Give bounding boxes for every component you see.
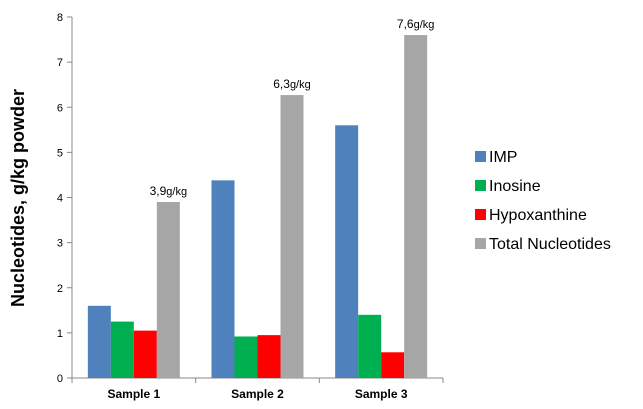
bar-inosine <box>234 336 258 378</box>
y-tick-label: 6 <box>57 102 63 114</box>
legend-swatch <box>475 180 486 191</box>
data-label-unit: g/kg <box>166 186 187 198</box>
y-tick-label: 0 <box>57 373 63 385</box>
bars <box>87 35 428 379</box>
data-label-value: 3,9 <box>150 184 167 198</box>
bar-total-nucleotides <box>404 35 428 379</box>
y-tick-label: 7 <box>57 57 63 69</box>
y-tick-label: 4 <box>57 193 63 205</box>
legend-label: IMP <box>489 149 517 166</box>
data-label: 6,3g/kg <box>273 77 310 91</box>
bar-hypoxanthine <box>133 330 157 378</box>
legend-label: Total Nucleotides <box>489 236 611 253</box>
data-label: 3,9g/kg <box>150 184 187 198</box>
bar-imp <box>211 180 235 378</box>
legend-label: Hypoxanthine <box>489 207 587 224</box>
x-tick-label: Sample 2 <box>231 387 284 401</box>
data-label-unit: g/kg <box>290 79 311 91</box>
bar-imp <box>335 125 359 378</box>
y-axis-label: Nucleotides, g/kg powder <box>8 89 28 307</box>
bar-inosine <box>358 314 382 378</box>
data-label: 7,6g/kg <box>397 17 434 31</box>
bar-imp <box>87 305 111 378</box>
x-tick-label: Sample 1 <box>107 387 160 401</box>
data-label-value: 7,6 <box>397 17 414 31</box>
y-tick-label: 5 <box>57 147 63 159</box>
bar-total-nucleotides <box>280 95 304 378</box>
y-tick-label: 8 <box>57 12 63 24</box>
legend-swatch <box>475 238 486 249</box>
data-labels: 3,9g/kg6,3g/kg7,6g/kg <box>150 17 435 198</box>
bar-hypoxanthine <box>381 352 405 378</box>
x-tick-label: Sample 3 <box>355 387 408 401</box>
legend-swatch <box>475 151 486 162</box>
legend-swatch <box>475 209 486 220</box>
legend: IMP Inosine Hypoxanthine Total Nucleotides <box>475 149 611 253</box>
y-tick-label: 2 <box>57 283 63 295</box>
y-ticks: 0 1 2 3 4 5 6 7 8 <box>57 12 72 385</box>
x-ticks: Sample 1 Sample 2 Sample 3 <box>71 378 444 401</box>
bar-hypoxanthine <box>257 335 281 378</box>
bar-total-nucleotides <box>156 202 180 378</box>
legend-label: Inosine <box>489 178 541 195</box>
bar-inosine <box>110 321 134 378</box>
y-tick-label: 1 <box>57 328 63 340</box>
data-label-value: 6,3 <box>273 77 290 91</box>
y-tick-label: 3 <box>57 238 63 250</box>
data-label-unit: g/kg <box>414 19 435 31</box>
